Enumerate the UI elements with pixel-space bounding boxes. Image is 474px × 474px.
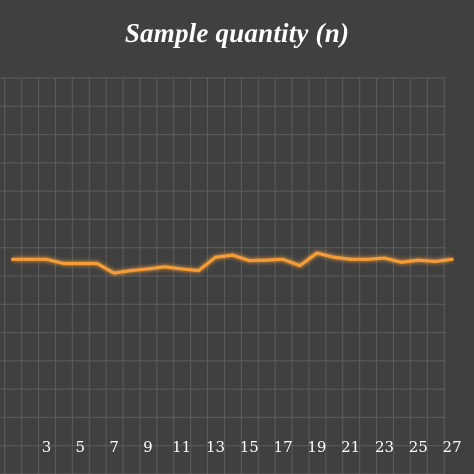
- data-point: [264, 258, 268, 262]
- grid: [0, 77, 446, 474]
- x-tick-label: 19: [307, 438, 326, 456]
- data-point: [146, 267, 150, 271]
- x-tick-label: 27: [443, 438, 462, 456]
- data-point: [61, 261, 65, 266]
- x-tick-label: 11: [172, 438, 191, 456]
- data-point: [450, 257, 454, 261]
- x-tick-label: 7: [109, 438, 119, 456]
- data-point: [332, 255, 336, 259]
- x-tick-label: 9: [143, 438, 153, 456]
- chart-title: Sample quantity (n): [124, 18, 350, 48]
- data-point: [163, 265, 167, 269]
- x-tick-label: 25: [409, 438, 428, 456]
- data-point: [197, 268, 201, 273]
- data-point: [230, 253, 234, 257]
- data-point: [129, 268, 133, 273]
- data-point: [180, 267, 184, 271]
- data-point: [433, 259, 437, 264]
- data-point: [349, 257, 353, 261]
- data-point: [44, 257, 49, 261]
- data-point: [28, 257, 32, 261]
- x-tick-label: 5: [76, 438, 86, 456]
- x-tick-label: 13: [206, 438, 225, 456]
- data-point: [247, 258, 251, 263]
- data-point: [213, 255, 218, 259]
- x-tick-label: 17: [274, 438, 293, 456]
- x-tick-label: 21: [341, 438, 360, 456]
- data-point: [95, 261, 99, 266]
- x-tick-label: 15: [240, 438, 259, 456]
- x-axis-ticks: 3 5 7 9 11 13 15 17 19 21 23 25 27: [42, 438, 462, 456]
- data-point: [366, 257, 370, 261]
- data-point: [382, 256, 387, 260]
- data-point: [298, 263, 302, 268]
- data-point: [281, 257, 285, 261]
- data-point: [416, 258, 420, 262]
- data-point: [78, 261, 82, 266]
- data-point: [399, 260, 403, 264]
- data-point: [112, 271, 116, 275]
- x-tick-label: 23: [375, 438, 394, 456]
- x-tick-label: 3: [42, 438, 52, 456]
- data-point: [315, 251, 319, 255]
- data-point: [11, 257, 15, 261]
- series-layer: [11, 251, 454, 275]
